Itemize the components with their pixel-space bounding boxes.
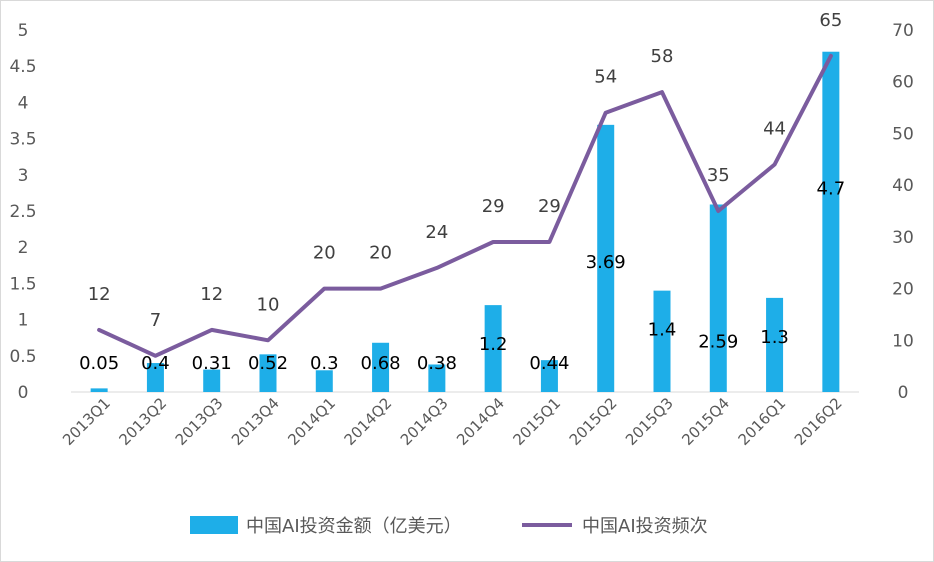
legend-swatch-bar [190, 516, 238, 534]
bar-data-label: 0.05 [79, 353, 119, 374]
right-tick-label: 60 [892, 73, 914, 93]
line-data-label: 20 [313, 243, 336, 264]
bar [822, 51, 840, 392]
line-data-label: 10 [257, 294, 280, 315]
right-tick-label: 70 [892, 21, 914, 41]
left-tick-label: 4 [18, 93, 29, 113]
x-tick-label: 2015Q1 [509, 394, 564, 449]
x-tick-label: 2014Q2 [341, 394, 396, 449]
line-data-label: 24 [425, 222, 448, 243]
bar-data-label: 1.2 [479, 334, 508, 355]
bar [484, 305, 502, 392]
bar-data-label: 1.3 [760, 327, 789, 348]
line-data-label: 12 [88, 284, 111, 305]
line-data-label: 44 [763, 118, 786, 139]
x-tick-label: 2013Q4 [228, 394, 283, 449]
frequency-line [97, 53, 833, 358]
bar [372, 342, 390, 392]
bar-data-label: 0.68 [361, 353, 401, 374]
line-data-label: 12 [200, 284, 223, 305]
x-tick-label: 2015Q3 [622, 394, 677, 449]
left-tick-label: 5 [18, 21, 29, 41]
line-data-label: 35 [707, 165, 730, 186]
x-axis-ticks: 2013Q1 2013Q2 2013Q3 2013Q4 2014Q1 2014Q2 2014… [59, 394, 846, 449]
left-tick-label: 3 [18, 166, 29, 186]
bar [315, 370, 333, 392]
bar [146, 363, 164, 392]
line-data-label: 65 [819, 10, 842, 31]
x-tick-label: 2015Q4 [678, 394, 733, 449]
x-tick-label: 2015Q2 [566, 394, 621, 449]
line-data-label: 7 [150, 310, 161, 331]
bar [90, 388, 108, 392]
left-tick-label: 2 [18, 238, 29, 258]
line-data-label: 29 [538, 196, 561, 217]
bar-data-label: 0.38 [417, 353, 457, 374]
bar-data-label: 0.4 [141, 353, 170, 374]
x-tick-label: 2013Q3 [172, 394, 227, 449]
right-tick-label: 10 [892, 331, 914, 351]
x-tick-label: 2016Q2 [791, 394, 846, 449]
bar [709, 204, 727, 392]
bar-data-label: 1.4 [648, 320, 677, 341]
x-tick-label: 2016Q1 [735, 394, 790, 449]
bar [540, 360, 558, 392]
bar [259, 354, 277, 392]
left-tick-label: 2.5 [9, 202, 36, 222]
x-tick-label: 2013Q2 [115, 394, 170, 449]
bar-data-label: 0.52 [248, 353, 288, 374]
x-tick-label: 2014Q1 [284, 394, 339, 449]
bar-data-label: 0.44 [529, 353, 569, 374]
bar-series [90, 51, 840, 393]
line-data-label: 58 [651, 46, 674, 67]
line-data-label: 20 [369, 243, 392, 264]
left-tick-label: 1.5 [9, 274, 36, 294]
left-tick-label: 4.5 [9, 57, 36, 77]
bar-data-label: 2.59 [698, 331, 738, 352]
x-tick-label: 2013Q1 [59, 394, 114, 449]
right-axis-ticks: 0 10 20 30 40 50 60 70 [892, 21, 914, 403]
line-data-label: 54 [594, 67, 617, 88]
line-data-labels: 12 7 12 10 20 20 24 29 29 54 58 35 44 65 [88, 10, 843, 331]
bar [203, 369, 221, 392]
x-tick-label: 2014Q4 [453, 394, 508, 449]
bar [428, 364, 446, 392]
line-data-label: 29 [482, 196, 505, 217]
bar-data-label: 4.7 [817, 179, 846, 200]
x-tick-label: 2014Q3 [397, 394, 452, 449]
left-tick-label: 0.5 [9, 347, 36, 367]
bar [653, 290, 671, 392]
left-tick-label: 1 [18, 311, 29, 331]
right-tick-label: 50 [892, 124, 914, 144]
right-tick-label: 0 [898, 383, 909, 403]
right-tick-label: 30 [892, 228, 914, 248]
left-tick-label: 0 [18, 383, 29, 403]
legend-label-amount: 中国AI投资金额（亿美元） [246, 516, 462, 537]
bar-data-labels: 0.05 0.4 0.31 0.52 0.3 0.68 0.38 1.2 0.44 3.69 1.4… [79, 179, 845, 374]
bar-data-label: 0.31 [192, 353, 232, 374]
bar [766, 297, 784, 392]
bar-data-label: 0.3 [310, 353, 339, 374]
bar [597, 124, 615, 393]
left-tick-label: 3.5 [9, 130, 36, 150]
right-tick-label: 20 [892, 280, 914, 300]
left-axis-ticks: 0 0.5 1 1.5 2 2.5 3 3.5 4 4.5 5 [9, 21, 36, 403]
legend: 中国AI投资金额（亿美元） 中国AI投资频次 [190, 516, 708, 537]
bar-data-label: 3.69 [586, 252, 626, 273]
right-tick-label: 40 [892, 176, 914, 196]
legend-label-frequency: 中国AI投资频次 [582, 516, 708, 537]
